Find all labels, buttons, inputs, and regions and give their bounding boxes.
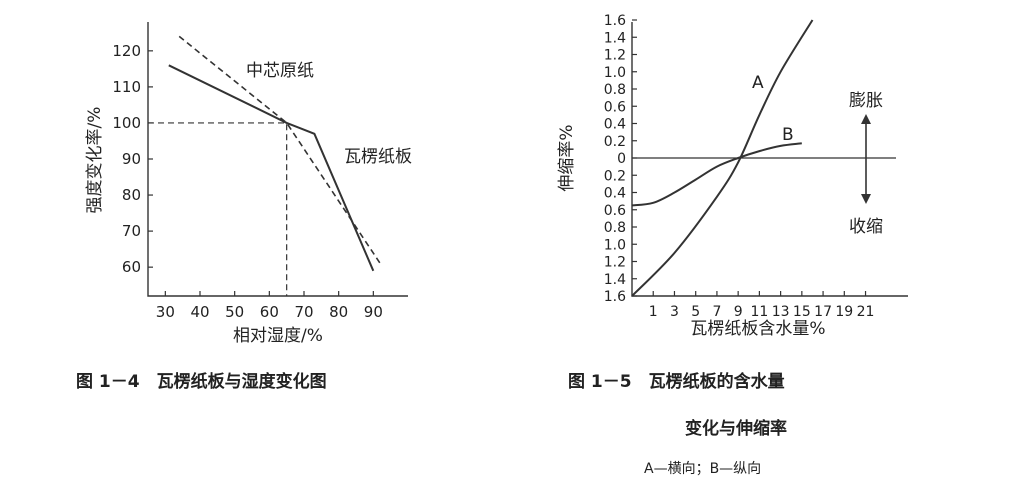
c2-arrow-down-icon <box>861 194 871 204</box>
c2-shrink-label: 收缩 <box>849 217 883 237</box>
c2-y-tick-label: 1.0 <box>604 65 626 81</box>
c2-y-tick-label: 1.2 <box>604 255 626 271</box>
c2-y-tick-label: 1.4 <box>604 272 626 288</box>
c2-y-tick-label: 1.0 <box>604 237 626 253</box>
c1-reference-guides <box>148 122 288 296</box>
c1-x-tick-label: 90 <box>364 303 383 321</box>
c2-x-ticks: 1 3 5 7 9 11 13 15 17 19 21 <box>649 291 875 320</box>
chart-moisture-expansion: 1 3 5 7 9 11 13 15 17 19 21 1.61.41.21.00.80.60.40… <box>557 13 908 477</box>
c1-x-tick-label: 50 <box>225 303 244 321</box>
c2-y-tick-label: 0.6 <box>604 99 626 115</box>
c1-x-tick-label: 30 <box>156 303 175 321</box>
c2-x-tick-label: 21 <box>857 304 875 320</box>
c1-y-tick-label: 100 <box>112 114 141 132</box>
c2-y-tick-label: 1.6 <box>604 289 626 305</box>
c2-x-axis-title: 瓦楞纸板含水量% <box>690 319 825 339</box>
c1-y-axis-title: 强度变化率/% <box>85 107 105 214</box>
c1-series-line-corrugated-board <box>168 64 375 272</box>
c2-series-line-b <box>631 142 802 207</box>
c2-caption-line2: 变化与伸缩率 <box>685 418 787 439</box>
c2-y-ticks: 1.61.41.21.00.80.60.40.200.20.40.60.81.0… <box>604 13 637 305</box>
c1-series-label-corrugated-board: 瓦楞纸板 <box>344 147 412 167</box>
c2-y-tick-label: 1.6 <box>604 13 626 29</box>
c2-y-tick-label: 0.2 <box>604 168 626 184</box>
c2-y-tick-label: 0.8 <box>604 220 626 236</box>
c2-x-tick-label: 13 <box>772 304 790 320</box>
c2-x-tick-label: 7 <box>712 304 721 320</box>
c2-series-line-a <box>631 19 814 297</box>
c2-arrow-up-icon <box>861 114 871 124</box>
c2-x-tick-label: 3 <box>670 304 679 320</box>
c2-expand-label: 膨胀 <box>849 91 883 111</box>
c1-x-tick-label: 60 <box>260 303 279 321</box>
c2-x-tick-label: 5 <box>691 304 700 320</box>
c2-y-tick-label: 0.8 <box>604 82 626 98</box>
c2-series <box>631 19 814 297</box>
c2-y-tick-label-zero: 0 <box>617 151 626 167</box>
c1-y-tick-label: 110 <box>112 78 141 96</box>
c2-caption-line1: 图 1－5 瓦楞纸板的含水量 <box>568 371 785 392</box>
c2-x-tick-label: 17 <box>814 304 832 320</box>
c1-series <box>168 35 381 272</box>
c2-y-tick-label: 1.4 <box>604 30 626 46</box>
c1-y-ticks: 60 70 80 90 100 110 120 <box>112 42 153 276</box>
c1-caption: 图 1－4 瓦楞纸板与湿度变化图 <box>76 371 327 392</box>
c2-x-tick-label: 15 <box>793 304 811 320</box>
c2-series-label-b: B <box>782 125 794 145</box>
c1-x-tick-label: 80 <box>329 303 348 321</box>
c2-x-tick-label: 11 <box>750 304 768 320</box>
c1-axes <box>147 22 408 297</box>
c1-y-tick-label: 70 <box>122 222 141 240</box>
c1-y-tick-label: 80 <box>122 186 141 204</box>
c1-y-tick-label: 60 <box>122 258 141 276</box>
c1-y-tick-label: 120 <box>112 42 141 60</box>
c2-y-tick-label: 0.4 <box>604 117 626 133</box>
c2-y-tick-label: 0.2 <box>604 134 626 150</box>
c2-y-tick-label: 0.4 <box>604 186 626 202</box>
c2-x-tick-label: 1 <box>649 304 658 320</box>
c2-y-axis-title: 伸缩率% <box>557 124 577 191</box>
c2-x-tick-label: 9 <box>734 304 743 320</box>
c2-legend-note: A—横向；B—纵向 <box>644 461 761 477</box>
c2-series-label-a: A <box>752 73 764 93</box>
c1-reference-guide <box>148 122 288 296</box>
c2-x-tick-label: 19 <box>835 304 853 320</box>
c1-series-label-corrugating-medium: 中芯原纸 <box>246 61 314 81</box>
c1-x-ticks: 30 40 50 60 70 80 90 <box>156 291 383 321</box>
c1-x-tick-label: 40 <box>190 303 209 321</box>
c2-y-tick-label: 1.2 <box>604 48 626 64</box>
c2-y-tick-label: 0.6 <box>604 203 626 219</box>
c1-y-tick-label: 90 <box>122 150 141 168</box>
c1-x-axis-title: 相对湿度/% <box>233 326 323 346</box>
c1-x-tick-label: 70 <box>294 303 313 321</box>
